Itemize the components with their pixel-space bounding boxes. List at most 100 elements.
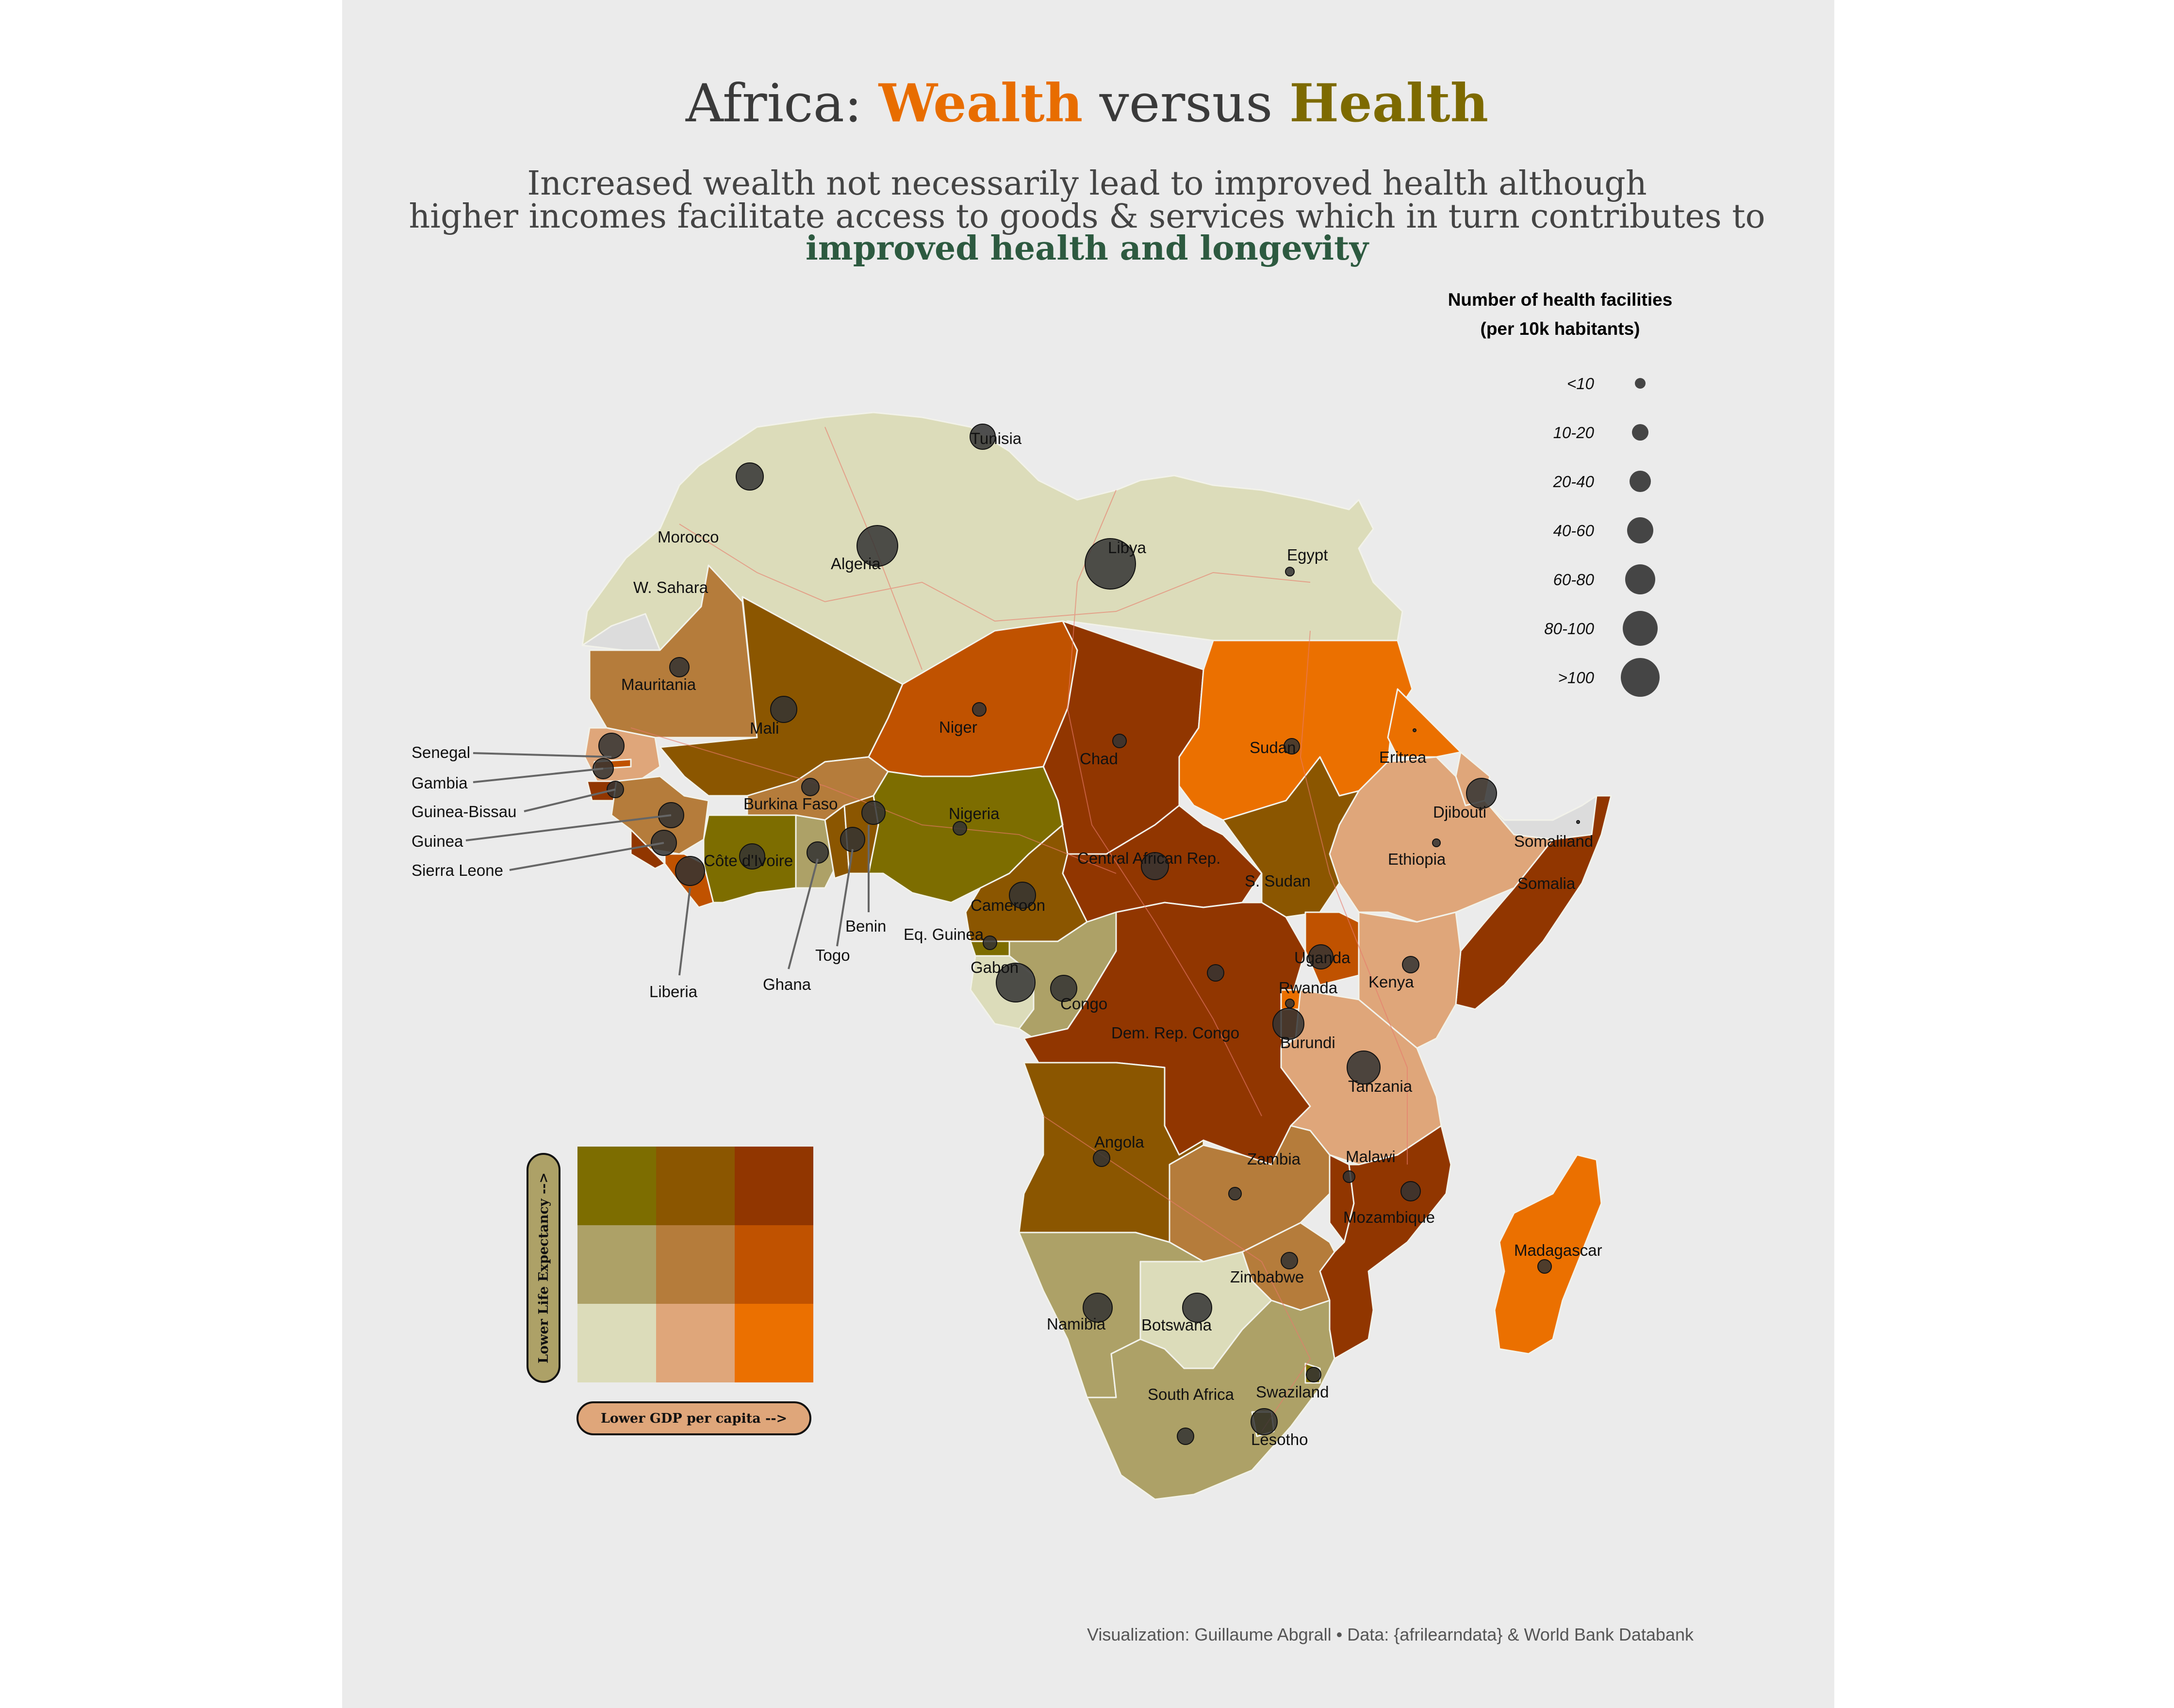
subtitle-line-2: higher incomes facilitate access to good… <box>409 197 1765 236</box>
bubble-mozambique <box>1400 1181 1421 1201</box>
label-kenya: Kenya <box>1368 973 1414 991</box>
label-rwanda: Rwanda <box>1279 979 1338 997</box>
label-zambia: Zambia <box>1247 1150 1301 1168</box>
label-swaziland: Swaziland <box>1256 1383 1329 1401</box>
bubble-ghana <box>807 841 829 864</box>
bubble-egypt <box>1285 567 1295 576</box>
label-cote-divoire: Côte d'Ivoire <box>704 852 793 870</box>
bubble-kenya <box>1402 956 1419 973</box>
label-morocco: Morocco <box>658 528 719 546</box>
bubble-libya <box>1085 538 1136 590</box>
bubble-uganda <box>1308 944 1334 969</box>
bubble-eritrea <box>1413 728 1416 732</box>
label-madagascar: Madagascar <box>1514 1241 1602 1259</box>
label-somaliland: Somaliland <box>1514 832 1593 850</box>
bubble-burundi <box>1272 1008 1304 1040</box>
label-malawi: Malawi <box>1346 1148 1396 1166</box>
label-w-sahara: W. Sahara <box>633 578 708 596</box>
label-angola: Angola <box>1094 1133 1144 1151</box>
size-legend-circle <box>1625 564 1655 594</box>
y-axis-label: Lower Life Expectancy --> <box>536 1172 551 1363</box>
label-botswana: Botswana <box>1141 1316 1212 1334</box>
size-legend-title-1: Number of health facilities <box>1448 290 1673 310</box>
region-madagascar <box>1494 1154 1602 1355</box>
bubble-botswana <box>1182 1293 1212 1323</box>
bivariate-cell <box>656 1147 735 1225</box>
bubble-mauritania <box>669 657 690 677</box>
bubble-south-africa <box>1177 1428 1194 1445</box>
label-algeria: Algeria <box>831 555 881 573</box>
bubble-swaziland <box>1306 1367 1321 1382</box>
bubble-zimbabwe <box>1281 1252 1298 1269</box>
bubble-car <box>1141 852 1169 880</box>
region-w-sahara <box>581 613 661 651</box>
size-legend-label: >100 <box>1558 669 1595 687</box>
bubble-congo <box>1050 975 1077 1002</box>
bubble-rwanda <box>1285 999 1295 1008</box>
bubble-togo <box>840 827 865 852</box>
label-s-sudan: S. Sudan <box>1245 872 1311 890</box>
label-burkina-faso: Burkina Faso <box>743 795 838 813</box>
chart-title: Africa: Wealth versus Health <box>685 73 1489 134</box>
bubble-mali <box>770 696 797 723</box>
bubble-sudan <box>1284 738 1300 755</box>
label-gabon: Gabon <box>971 958 1019 976</box>
size-legend-circle <box>1632 424 1648 441</box>
label-tanzania: Tanzania <box>1348 1077 1413 1095</box>
bivariate-cell <box>735 1304 813 1382</box>
bubble-liberia <box>675 856 705 886</box>
bubble-nigeria <box>953 821 967 836</box>
bivariate-cell <box>577 1304 656 1382</box>
bubble-cote-divoire <box>739 843 765 870</box>
label-car: Central African Rep. <box>1077 849 1220 867</box>
subtitle-line-1: Increased wealth not necessarily lead to… <box>527 164 1647 203</box>
label-somalia: Somalia <box>1517 874 1576 892</box>
label-cameroon: Cameroon <box>971 896 1045 914</box>
bivariate-cell <box>656 1304 735 1382</box>
label-eritrea: Eritrea <box>1379 748 1427 766</box>
label-congo: Congo <box>1060 995 1107 1013</box>
health-facility-bubbles <box>593 424 1580 1445</box>
leader-lines <box>465 752 870 976</box>
label-sudan: Sudan <box>1250 739 1296 756</box>
bubble-benin <box>861 801 886 825</box>
label-guinea: Guinea <box>412 832 463 850</box>
label-zimbabwe: Zimbabwe <box>1230 1268 1304 1286</box>
size-legend-circle <box>1630 471 1651 492</box>
label-uganda: Uganda <box>1294 949 1351 967</box>
bubble-somaliland <box>1576 820 1580 824</box>
bivariate-cell <box>735 1225 813 1304</box>
bubble-angola <box>1093 1150 1110 1167</box>
label-guinea-bissau: Guinea-Bissau <box>412 803 516 821</box>
bubble-tanzania <box>1347 1051 1381 1084</box>
bubble-malawi <box>1343 1170 1355 1183</box>
region-kenya <box>1358 911 1462 1049</box>
bubble-gabon <box>996 963 1036 1002</box>
label-niger: Niger <box>939 718 977 736</box>
region-mozambique <box>1319 1125 1452 1360</box>
label-libya: Libya <box>1108 539 1147 557</box>
label-mozambique: Mozambique <box>1343 1208 1435 1226</box>
bubble-algeria <box>856 525 898 567</box>
bubble-chad <box>1112 734 1127 748</box>
label-eq-guinea: Eq. Guinea <box>904 925 984 943</box>
label-togo: Togo <box>815 946 850 964</box>
x-label-box <box>576 1401 811 1435</box>
country-labels: Tunisia Morocco Algeria Libya Egypt W. S… <box>412 429 1602 1448</box>
bubble-lesotho <box>1251 1408 1278 1435</box>
bubble-drc <box>1207 964 1224 982</box>
bubble-zambia <box>1228 1187 1242 1200</box>
label-ethiopia: Ethiopia <box>1388 850 1446 868</box>
label-south-africa: South Africa <box>1148 1385 1235 1403</box>
subtitle-line-3: improved health and longevity <box>805 229 1369 268</box>
bubble-madagascar <box>1537 1259 1552 1274</box>
bubble-morocco <box>736 462 764 491</box>
size-legend-label: 10-20 <box>1553 424 1595 442</box>
size-legend-circle <box>1627 517 1653 543</box>
label-senegal: Senegal <box>412 743 470 761</box>
bubble-cameroon <box>1009 882 1036 909</box>
size-legend-title-2: (per 10k habitants) <box>1481 319 1640 339</box>
label-djibouti: Djibouti <box>1433 803 1486 821</box>
size-legend-circle <box>1623 611 1658 646</box>
size-legend-label: 60-80 <box>1553 571 1595 589</box>
